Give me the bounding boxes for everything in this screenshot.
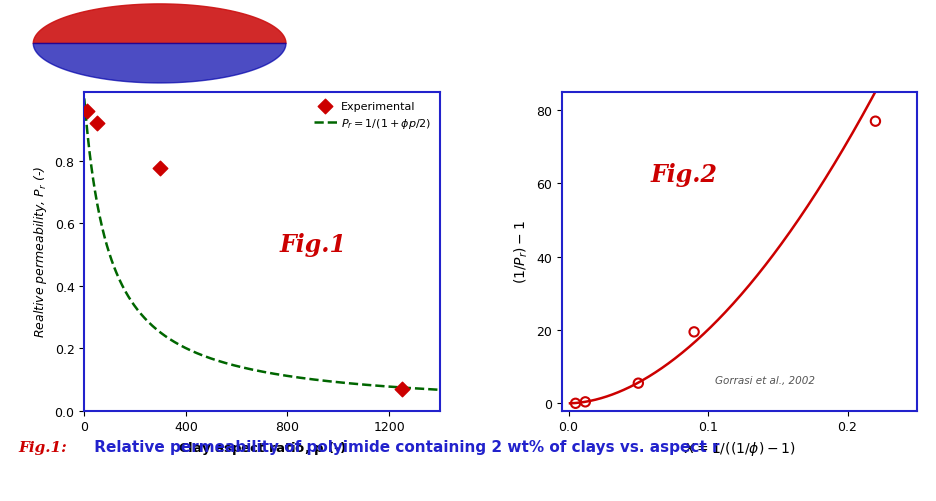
Point <box>687 328 702 336</box>
Experimental <box>80 107 95 115</box>
Legend: Experimental, $P_r = 1/(1 + \phi p/2)$: Experimental, $P_r = 1/(1 + \phi p/2)$ <box>311 98 434 134</box>
X-axis label: $X = 1/((1/\phi)-1)$: $X = 1/((1/\phi)-1)$ <box>683 439 796 457</box>
Point <box>868 118 883 126</box>
$P_r = 1/(1 + \phi p/2)$ <box>288 374 300 380</box>
Y-axis label: $(1/P_r) - 1$: $(1/P_r) - 1$ <box>513 220 531 284</box>
Point <box>568 399 583 407</box>
Experimental <box>153 165 168 173</box>
Point <box>578 398 592 406</box>
X-axis label: Clay aspect ratio, $\mathbf{p}$ (-): Clay aspect ratio, $\mathbf{p}$ (-) <box>178 439 346 456</box>
$P_r = 1/(1 + \phi p/2)$ <box>79 96 90 102</box>
Text: Relative permeability of polyimide containing 2 wt% of clays vs. aspect r: Relative permeability of polyimide conta… <box>89 439 720 454</box>
Point <box>631 379 646 387</box>
Experimental <box>90 120 105 128</box>
Text: Fig.1:: Fig.1: <box>19 440 67 454</box>
$P_r = 1/(1 + \phi p/2)$ <box>316 378 328 384</box>
$P_r = 1/(1 + \phi p/2)$ <box>141 318 153 324</box>
$P_r = 1/(1 + \phi p/2)$ <box>170 340 182 346</box>
Line: $P_r = 1/(1 + \phi p/2)$: $P_r = 1/(1 + \phi p/2)$ <box>84 99 440 390</box>
Y-axis label: Realtive permeability, $P_r$ (-): Realtive permeability, $P_r$ (-) <box>32 166 49 338</box>
$P_r = 1/(1 + \phi p/2)$ <box>240 365 251 371</box>
$P_r = 1/(1 + \phi p/2)$ <box>346 381 358 387</box>
Text: Gorrasi et al., 2002: Gorrasi et al., 2002 <box>715 375 815 385</box>
Text: Permeability control 3: Permeability control 3 <box>568 26 917 54</box>
Text: Institute: Institute <box>23 24 83 37</box>
Text: Fig.1: Fig.1 <box>280 233 347 257</box>
$P_r = 1/(1 + \phi p/2)$ <box>434 387 446 393</box>
Text: Fig.2: Fig.2 <box>651 163 718 187</box>
Experimental <box>394 385 409 393</box>
